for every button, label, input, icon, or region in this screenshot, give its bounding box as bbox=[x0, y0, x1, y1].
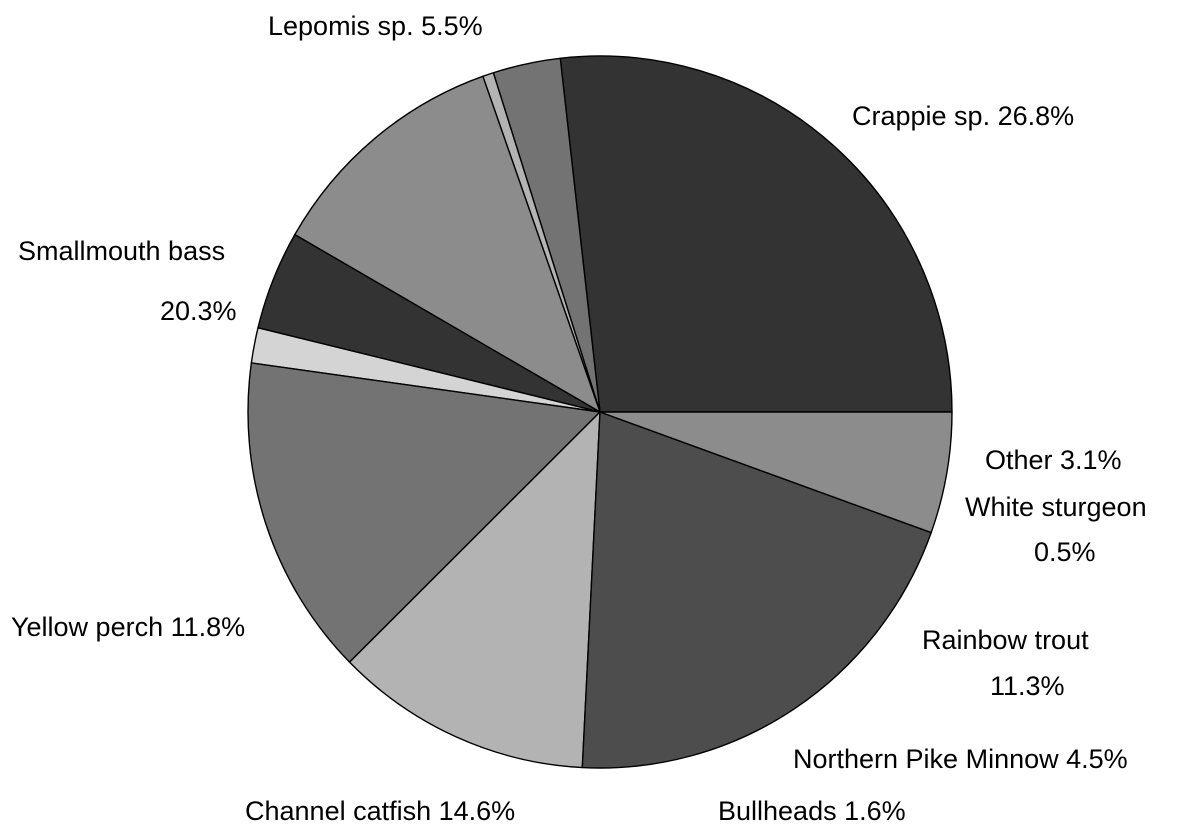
label-channel-catfish: Channel catfish 14.6% bbox=[245, 796, 516, 826]
pie-slice-crappie-sp bbox=[559, 55, 953, 413]
label-northern-pike-minnow: Northern Pike Minnow 4.5% bbox=[793, 744, 1128, 774]
label-other: Other 3.1% bbox=[985, 445, 1122, 475]
label-rainbow-trout-value: 11.3% bbox=[990, 671, 1065, 701]
label-white-sturgeon: White sturgeon bbox=[965, 492, 1147, 522]
label-bullheads: Bullheads 1.6% bbox=[718, 796, 906, 826]
pie-slice-yellow-perch bbox=[348, 411, 601, 769]
label-crappie: Crappie sp. 26.8% bbox=[852, 101, 1075, 131]
label-lepomis: Lepomis sp. 5.5% bbox=[268, 11, 483, 41]
label-smallmouth-bass: Smallmouth bass bbox=[18, 236, 226, 266]
label-smallmouth-bass-value: 20.3% bbox=[160, 296, 237, 326]
pie-slice-channel-catfish bbox=[247, 362, 601, 663]
label-rainbow-trout: Rainbow trout bbox=[922, 625, 1089, 655]
label-yellow-perch: Yellow perch 11.8% bbox=[11, 612, 246, 642]
pie-slices bbox=[247, 55, 953, 769]
label-white-sturgeon-value: 0.5% bbox=[1034, 537, 1096, 567]
pie-slice-lepomis-sp bbox=[599, 411, 953, 534]
pie-slice-rainbow-trout bbox=[294, 75, 601, 413]
